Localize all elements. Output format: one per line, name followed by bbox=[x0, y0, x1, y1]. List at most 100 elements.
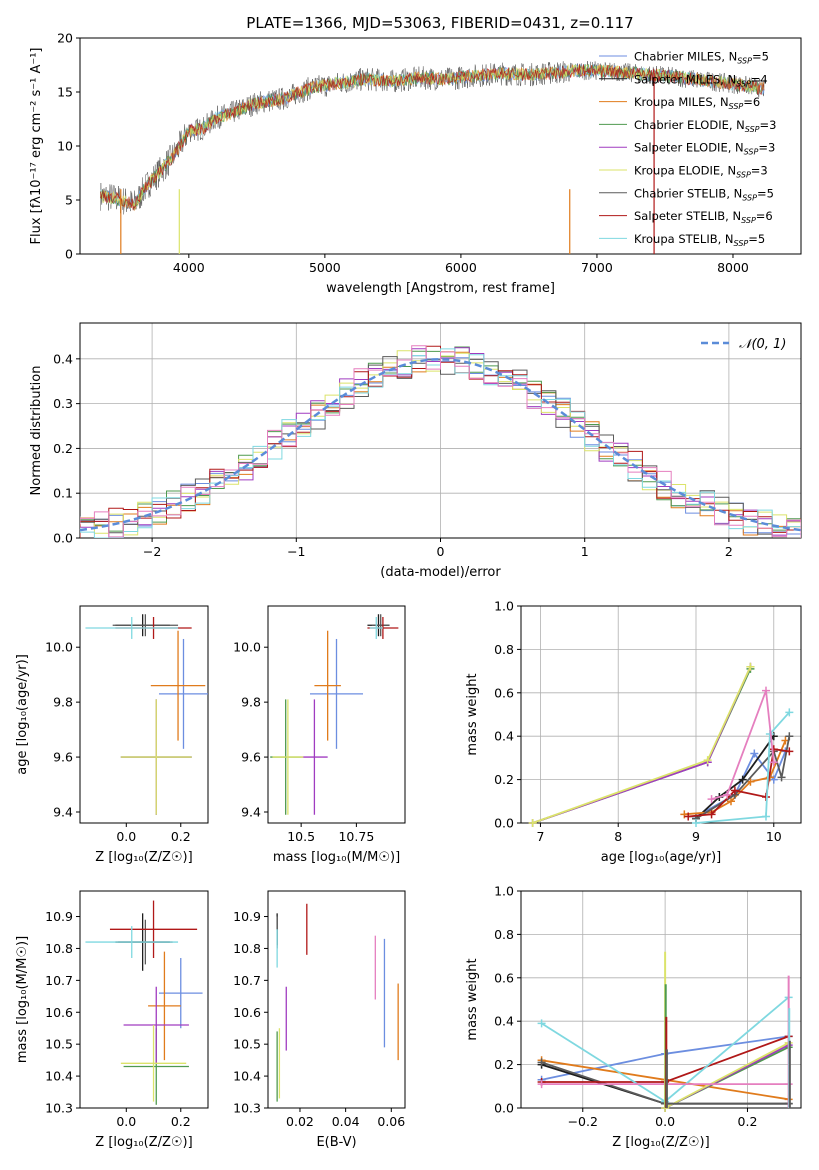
y-tick-label: 9.4 bbox=[53, 805, 73, 820]
mass-weight-marker bbox=[703, 756, 712, 765]
x-tick-label: −0.2 bbox=[568, 1114, 598, 1129]
figure-title: PLATE=1366, MJD=53063, FIBERID=0431, z=0… bbox=[246, 14, 633, 32]
y-tick-label: 9.8 bbox=[241, 695, 261, 710]
massweight_vs_age-frame bbox=[520, 605, 802, 824]
x-tick-label: 6000 bbox=[445, 260, 477, 275]
age_vs_Z-frame bbox=[79, 605, 209, 824]
legend-entry-7: Salpeter STELIB, NSSP=6 bbox=[634, 209, 773, 225]
mass_vs_Z-frame bbox=[79, 890, 209, 1109]
x-tick-label: 0.2 bbox=[171, 829, 191, 844]
mass-weight-line bbox=[695, 711, 790, 824]
y-tick-label: 0.4 bbox=[53, 351, 73, 366]
residuals-xlabel: (data-model)/error bbox=[380, 565, 501, 580]
y-tick-label: 0.8 bbox=[494, 927, 514, 942]
x-tick-label: 0.2 bbox=[171, 1114, 191, 1129]
y-tick-label: 0.0 bbox=[53, 531, 73, 546]
y-tick-label: 10.9 bbox=[45, 909, 73, 924]
mass-weight-marker bbox=[750, 749, 759, 758]
y-tick-label: 10.3 bbox=[45, 1101, 73, 1116]
y-tick-label: 0.4 bbox=[494, 1014, 514, 1029]
mass_vs_EBV-frame bbox=[267, 890, 406, 1109]
x-tick-label: 2 bbox=[725, 544, 733, 559]
y-tick-label: 1.0 bbox=[494, 884, 514, 899]
y-tick-label: 0.6 bbox=[494, 970, 514, 985]
y-tick-label: 0.1 bbox=[53, 486, 73, 501]
y-tick-label: 20 bbox=[57, 31, 73, 46]
age_vs_mass-xlabel: mass [log₁₀(M/M☉)] bbox=[273, 850, 400, 865]
mass-weight-marker bbox=[762, 812, 770, 821]
massweight_vs_Z-xlabel: Z [log₁₀(Z/Z☉)] bbox=[612, 1135, 709, 1150]
mass-weight-marker bbox=[730, 786, 739, 795]
mass-weight-marker bbox=[785, 747, 794, 756]
x-tick-label: 9 bbox=[692, 829, 700, 844]
mass_vs_Z-axes: 0.0 0.2 10.3 10.4 10.5 10.6 10.7 10.8 10.9 Z [log… bbox=[15, 890, 209, 1150]
age_vs_Z-axes: 0.0 0.2 9.4 9.6 9.8 10.0 Z [log₁₀(Z/Z☉)] age [l… bbox=[15, 605, 209, 865]
mass-weight-marker bbox=[537, 1080, 546, 1089]
legend-entry-0: Chabrier MILES, NSSP=5 bbox=[634, 50, 769, 66]
y-tick-label: 10.0 bbox=[233, 640, 261, 655]
x-tick-label: 10.75 bbox=[338, 829, 374, 844]
residual-legend-label: 𝒩(0, 1) bbox=[739, 337, 786, 352]
mass-weight-marker bbox=[785, 732, 794, 741]
y-tick-label: 0.2 bbox=[494, 772, 514, 787]
x-tick-label: 8 bbox=[614, 829, 622, 844]
x-tick-label: 0.0 bbox=[655, 1114, 675, 1129]
y-tick-label: 0.2 bbox=[494, 1057, 514, 1072]
mass_vs_Z-xlabel: Z [log₁₀(Z/Z☉)] bbox=[95, 1135, 192, 1150]
x-tick-label: 10.5 bbox=[287, 829, 315, 844]
residual-histogram-line bbox=[80, 345, 801, 538]
x-tick-label: 0.06 bbox=[377, 1114, 405, 1129]
mass-weight-marker bbox=[707, 810, 716, 819]
y-tick-label: 9.6 bbox=[53, 750, 73, 765]
y-tick-label: 10 bbox=[57, 139, 73, 154]
y-tick-label: 9.4 bbox=[241, 805, 261, 820]
x-tick-label: 10 bbox=[766, 829, 782, 844]
massweight_vs_Z-ylabel: mass weight bbox=[465, 958, 480, 1040]
mass-weight-marker bbox=[528, 819, 537, 827]
mass-weight-line bbox=[664, 1042, 790, 1109]
y-tick-label: 0.4 bbox=[494, 729, 514, 744]
massweight_vs_Z-axes: −0.2 0.0 0.2 0.0 0.2 0.4 0.6 0.8 1.0 Z [log₁₀(Z/Z… bbox=[465, 884, 802, 1150]
x-tick-label: 5000 bbox=[309, 260, 341, 275]
y-tick-label: 9.8 bbox=[53, 695, 73, 710]
y-tick-label: 5 bbox=[65, 193, 73, 208]
y-tick-label: 10.9 bbox=[233, 909, 261, 924]
spectrum-model-line bbox=[100, 64, 765, 210]
y-tick-label: 10.4 bbox=[233, 1069, 261, 1084]
legend-entry-2: Kroupa MILES, NSSP=6 bbox=[634, 95, 760, 111]
mass_vs_EBV-axes: 0.02 0.04 0.06 10.3 10.4 10.5 10.6 10.7 10.8 10.9… bbox=[233, 890, 406, 1150]
x-tick-label: 0.02 bbox=[286, 1114, 314, 1129]
mass-weight-marker bbox=[537, 1019, 546, 1028]
spectrum-xlabel: wavelength [Angstrom, rest frame] bbox=[326, 281, 555, 296]
y-tick-label: 10.5 bbox=[233, 1037, 261, 1052]
y-tick-label: 10.6 bbox=[233, 1005, 261, 1020]
age_vs_mass-axes: 10.5 10.75 9.4 9.6 9.8 10.0 mass [log₁₀(M/M☉)] bbox=[233, 605, 406, 865]
spectrum-ylabel: Flux [fλ10⁻¹⁷ erg cm⁻² s⁻¹ A⁻¹] bbox=[29, 48, 44, 245]
y-tick-label: 9.6 bbox=[241, 750, 261, 765]
legend-entry-8: Kroupa STELIB, NSSP=5 bbox=[634, 232, 765, 248]
x-tick-label: 0.04 bbox=[332, 1114, 360, 1129]
y-tick-label: 0 bbox=[65, 247, 73, 262]
y-tick-label: 10.6 bbox=[45, 1005, 73, 1020]
legend-entry-4: Salpeter ELODIE, NSSP=3 bbox=[634, 141, 775, 157]
x-tick-label: 8000 bbox=[717, 260, 749, 275]
massweight_vs_Z-frame bbox=[520, 890, 802, 1109]
y-tick-label: 10.7 bbox=[45, 973, 73, 988]
spectrum-axes: 4000 5000 6000 7000 8000 0 5 10 15 20 wavelength [… bbox=[29, 31, 802, 296]
mass-weight-marker bbox=[684, 812, 693, 821]
age_vs_Z-ylabel: age [log₁₀(age/yr)] bbox=[15, 654, 30, 775]
mass-weight-marker bbox=[727, 797, 735, 806]
x-tick-label: 0 bbox=[437, 544, 445, 559]
x-tick-label: 0.2 bbox=[738, 1114, 758, 1129]
mass-weight-line bbox=[532, 668, 752, 824]
y-tick-label: 10.8 bbox=[45, 941, 73, 956]
mass-weight-marker bbox=[762, 686, 770, 695]
y-tick-label: 10.4 bbox=[45, 1069, 73, 1084]
y-tick-label: 10.7 bbox=[233, 973, 261, 988]
x-tick-label: 7000 bbox=[581, 260, 613, 275]
mass-weight-marker bbox=[738, 775, 747, 784]
y-tick-label: 10.3 bbox=[233, 1101, 261, 1116]
age_vs_Z-xlabel: Z [log₁₀(Z/Z☉)] bbox=[95, 850, 192, 865]
